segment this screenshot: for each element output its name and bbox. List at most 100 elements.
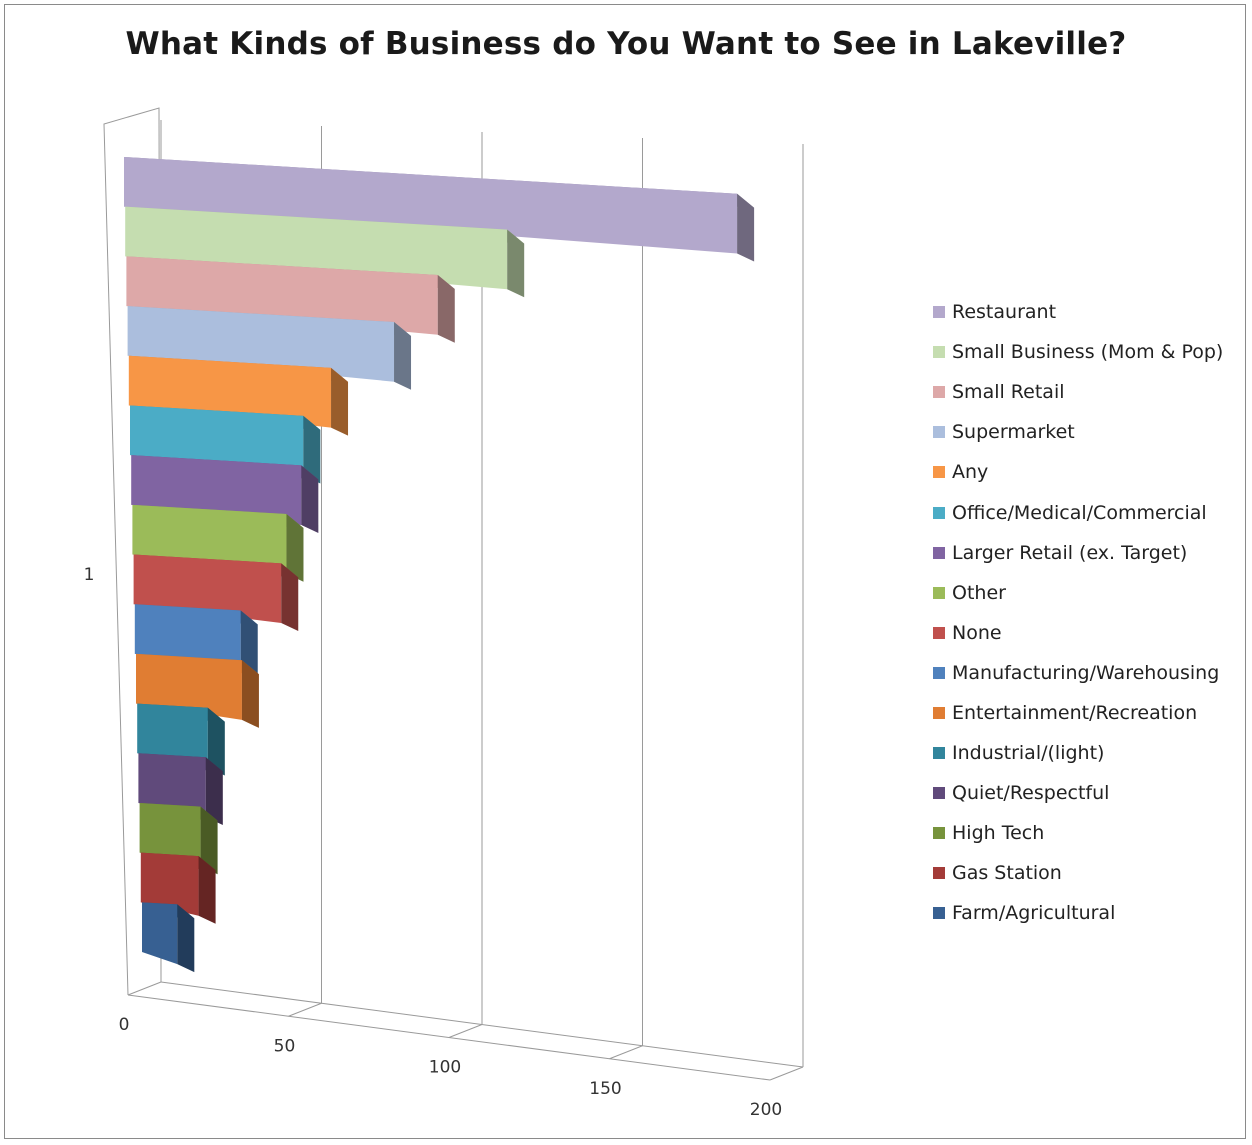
bar-4 (127, 306, 412, 390)
legend-label: Office/Medical/Commercial (952, 501, 1207, 524)
bar-end-face (303, 415, 321, 484)
legend-swatch (933, 306, 945, 319)
legend-swatch (933, 546, 945, 559)
legend-label: Small Retail (952, 381, 1065, 404)
legend-item: Industrial/(light) (933, 733, 1223, 773)
bar-end-face (207, 707, 225, 776)
bar-12 (137, 703, 225, 776)
bars (124, 157, 755, 973)
bar-front-face (125, 206, 508, 290)
bar-end-face (301, 465, 319, 534)
x-tick-label: 0 (119, 1015, 130, 1035)
legend-label: Entertainment/Recreation (952, 701, 1198, 724)
legend-label: None (952, 621, 1002, 644)
floor-gridline-150 (609, 1045, 643, 1060)
bar-16 (142, 902, 195, 973)
bar-end-face (507, 229, 525, 298)
bar-2 (125, 206, 525, 298)
axis-labels: 1 0 50 100 150 200 (84, 565, 783, 1120)
legend-swatch (933, 747, 945, 760)
bar-13 (138, 753, 223, 825)
legend-label: Larger Retail (ex. Target) (952, 541, 1188, 564)
legend-item: Manufacturing/Warehousing (933, 653, 1223, 693)
bar-end-face (437, 275, 455, 343)
floor-gridline-100 (448, 1024, 483, 1038)
x-tick-label: 100 (429, 1058, 461, 1078)
legend-swatch (933, 586, 945, 599)
bar-front-face (126, 256, 438, 335)
bar-3 (126, 256, 455, 343)
bar-11 (136, 653, 259, 728)
bar-front-face (140, 852, 199, 916)
bar-end-face (200, 806, 218, 875)
bar-end-face (737, 193, 755, 262)
legend-item: Office/Medical/Commercial (933, 492, 1223, 532)
category-axis-label: 1 (84, 565, 95, 585)
bar-front-face (132, 504, 287, 574)
legend-item: Entertainment/Recreation (933, 693, 1223, 733)
bar-end-face (286, 514, 304, 582)
legend-label: Quiet/Respectful (952, 782, 1110, 805)
legend-item: Other (933, 573, 1223, 613)
floor-front-edge (127, 994, 771, 1081)
bar-end-face (281, 563, 299, 632)
bar-end-face (205, 757, 223, 825)
bar-front-face (133, 554, 282, 624)
bar-front-face (127, 306, 395, 382)
legend-item: None (933, 613, 1223, 653)
legend-label: Any (952, 461, 989, 484)
legend-label: Other (952, 581, 1006, 604)
legend-swatch (933, 626, 945, 639)
legend-label: Gas Station (952, 862, 1062, 885)
bar-end-face (241, 660, 259, 728)
bar-front-face (134, 604, 241, 671)
floor-back-edge (160, 981, 804, 1068)
bar-end-face (240, 610, 258, 679)
x-tick-label: 200 (750, 1100, 782, 1120)
bar-front-face (138, 753, 206, 817)
bar-1 (124, 157, 755, 262)
bar-15 (140, 852, 216, 924)
legend-item: Small Retail (933, 372, 1223, 412)
legend-swatch (933, 426, 945, 439)
bar-end-face (331, 367, 349, 436)
legend-label: Supermarket (952, 421, 1075, 444)
legend-item: Restaurant (933, 292, 1223, 332)
legend-swatch (933, 907, 945, 920)
legend-swatch (933, 706, 945, 719)
bar-front-face (142, 902, 178, 965)
legend-swatch (933, 466, 945, 479)
bar-9 (133, 554, 299, 632)
x-tick-label: 50 (274, 1036, 296, 1056)
legend-swatch (933, 867, 945, 880)
bar-14 (139, 802, 218, 875)
legend-swatch (933, 666, 945, 679)
legend-label: Small Business (Mom & Pop) (952, 341, 1224, 364)
bar-front-face (137, 703, 208, 768)
bar-front-face (124, 157, 738, 254)
bar-front-face (139, 802, 201, 867)
legend: Restaurant Small Business (Mom & Pop) Smal… (933, 292, 1223, 934)
x-tick-label: 150 (589, 1079, 621, 1099)
legend-item: Farm/Agricultural (933, 893, 1223, 933)
chart-title: What Kinds of Business do You Want to Se… (125, 26, 1127, 62)
legend-label: Industrial/(light) (952, 742, 1105, 765)
bar-end-face (177, 904, 195, 973)
legend-label: Manufacturing/Warehousing (952, 661, 1220, 684)
bar-end-face (394, 322, 412, 390)
legend-item: Small Business (Mom & Pop) (933, 332, 1223, 372)
legend-item: Supermarket (933, 412, 1223, 452)
floor-gridline-0 (127, 981, 162, 996)
legend-item: High Tech (933, 813, 1223, 853)
bar-end-face (198, 856, 216, 924)
bar-10 (134, 604, 258, 679)
legend-label: Restaurant (952, 301, 1057, 324)
legend-swatch (933, 506, 945, 519)
legend-item: Gas Station (933, 853, 1223, 893)
legend-swatch (933, 386, 945, 399)
legend-item: Larger Retail (ex. Target) (933, 533, 1223, 573)
floor-gridline-200 (769, 1066, 804, 1081)
legend-swatch (933, 346, 945, 359)
legend-item: Any (933, 452, 1223, 492)
